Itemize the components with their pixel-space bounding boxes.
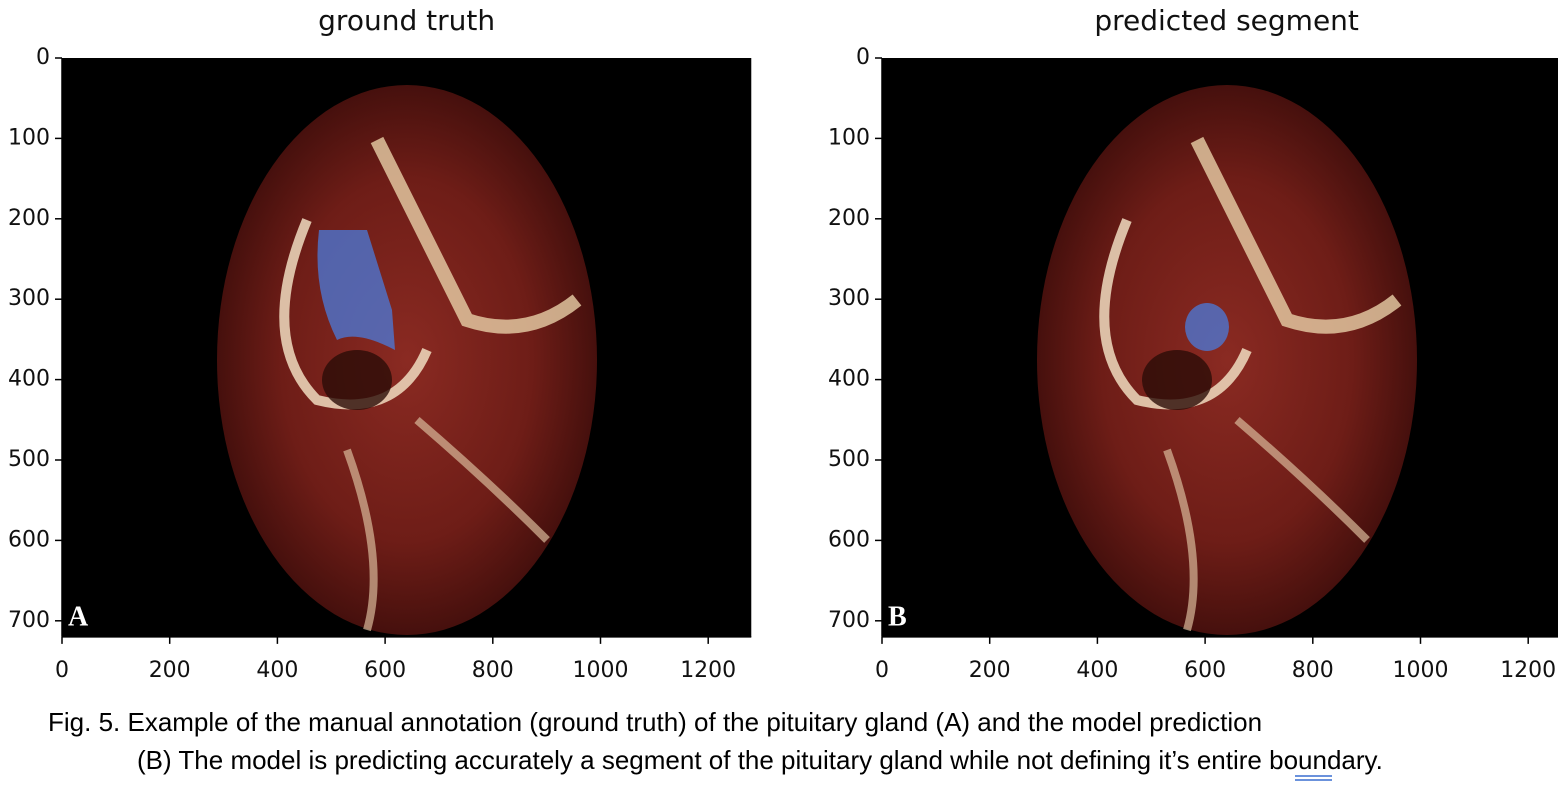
x-tick-label: 600 <box>1184 658 1226 683</box>
caption-text: it’s <box>1158 745 1189 775</box>
caption-text: (B) The model is predicting accurately a… <box>137 745 1158 775</box>
x-tick-label: 0 <box>55 658 69 683</box>
x-tick-label: 1200 <box>1500 658 1556 683</box>
y-tick-label: 200 <box>8 206 50 231</box>
y-tick-label: 100 <box>828 125 870 150</box>
y-tick-label: 700 <box>828 608 870 633</box>
caption-line: Fig. 5. Example of the manual annotation… <box>48 707 1262 737</box>
x-tick-label: 1000 <box>573 658 629 683</box>
panel-letter: B <box>888 601 907 632</box>
y-tick-label: 200 <box>828 206 870 231</box>
y-tick-label: 400 <box>828 367 870 392</box>
y-tick-label: 400 <box>8 367 50 392</box>
y-tick-label: 600 <box>828 527 870 552</box>
x-tick-label: 200 <box>149 658 191 683</box>
y-tick-label: 700 <box>8 608 50 633</box>
x-tick-label: 400 <box>1076 658 1118 683</box>
panel-letter: A <box>68 601 89 632</box>
tissue-highlight <box>279 218 432 410</box>
x-tick-label: 1000 <box>1393 658 1449 683</box>
y-tick-label: 600 <box>8 527 50 552</box>
caption-line: (B) The model is predicting accurately a… <box>137 745 1383 775</box>
y-tick-label: 0 <box>36 45 50 70</box>
x-tick-label: 800 <box>472 658 514 683</box>
endoscope-view <box>1037 85 1417 635</box>
y-tick-label: 300 <box>8 286 50 311</box>
y-tick-label: 300 <box>828 286 870 311</box>
x-tick-label: 400 <box>256 658 298 683</box>
x-tick-label: 0 <box>875 658 889 683</box>
tissue-highlight <box>1190 136 1402 334</box>
x-tick-label: 800 <box>1292 658 1334 683</box>
tissue-highlight <box>343 416 550 632</box>
x-tick-label: 200 <box>969 658 1011 683</box>
tissue-dark <box>1142 350 1212 410</box>
x-tick-label: 1200 <box>680 658 736 683</box>
x-tick-label: 600 <box>364 658 406 683</box>
endoscope-view <box>217 85 597 635</box>
caption-text: entire boundary. <box>1190 745 1383 775</box>
ground-truth-mask <box>317 230 395 350</box>
y-tick-label: 100 <box>8 125 50 150</box>
predicted-mask <box>1185 303 1229 351</box>
tissue-highlight <box>370 136 582 334</box>
tissue-highlight <box>1099 218 1252 410</box>
panel-title: ground truth <box>318 4 495 37</box>
y-tick-label: 500 <box>828 447 870 472</box>
tissue-highlight <box>1163 416 1370 632</box>
y-tick-label: 0 <box>856 45 870 70</box>
y-tick-label: 500 <box>8 447 50 472</box>
panel-title: predicted segment <box>1094 4 1359 37</box>
tissue-dark <box>322 350 392 410</box>
